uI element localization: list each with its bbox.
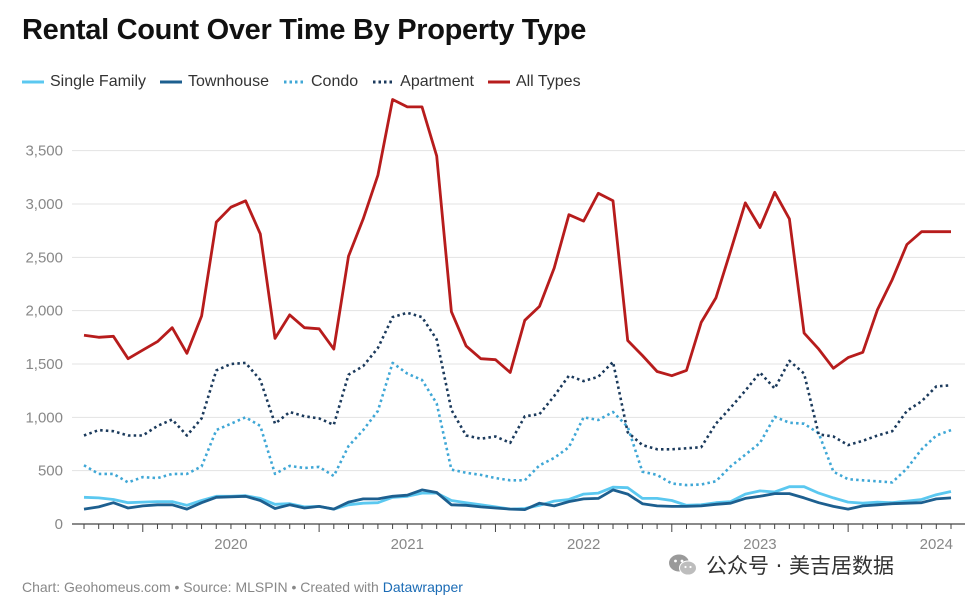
y-tick-label: 0	[55, 516, 63, 533]
legend-swatch-all-types	[487, 80, 510, 84]
chart-footer: Chart: Geohomeus.com • Source: MLSPIN • …	[22, 579, 463, 595]
legend-swatch-single-family	[22, 80, 44, 84]
series-line-townhouse	[83, 488, 952, 512]
legend-swatch-townhouse	[160, 80, 183, 84]
y-tick-label: 3,500	[25, 143, 63, 160]
legend: Single Family Townhouse Condo Apartment …	[22, 72, 595, 92]
datawrapper-link[interactable]: Datawrapper	[382, 579, 463, 595]
y-axis-ticks: 0 500 1,000 1,500 2,000 2,500 3,000 3,500	[25, 143, 63, 533]
series-lines	[83, 98, 952, 512]
y-tick-label: 1,500	[25, 356, 63, 373]
legend-swatch-condo	[283, 80, 305, 84]
legend-item-condo: Condo	[283, 73, 358, 91]
y-tick-label: 2,500	[25, 249, 63, 266]
legend-label-condo: Condo	[310, 73, 359, 90]
series-line-condo	[83, 361, 952, 487]
x-tick-label: 2021	[391, 536, 424, 553]
legend-label-all-types: All Types	[515, 73, 581, 90]
series-line-apartment	[83, 311, 952, 451]
chart-title: Rental Count Over Time By Property Type	[22, 14, 587, 46]
legend-label-apartment: Apartment	[400, 73, 474, 90]
y-tick-label: 1,000	[25, 409, 63, 426]
y-tick-label: 500	[38, 463, 63, 480]
watermark: 公众号 · 美吉居数据	[668, 550, 894, 580]
series-line-all-types	[83, 98, 951, 378]
wechat-icon	[669, 554, 697, 576]
y-tick-label: 2,000	[25, 303, 63, 320]
grid-lines	[72, 150, 965, 472]
x-tick-label: 2020	[214, 536, 247, 553]
legend-item-single-family: Single Family	[22, 73, 146, 91]
legend-label-single-family: Single Family	[50, 73, 147, 90]
legend-item-all-types: All Types	[487, 73, 581, 91]
watermark-text: 公众号 · 美吉居数据	[706, 554, 895, 578]
x-tick-label: 2023	[743, 536, 776, 553]
x-axis: 2020 2021 2022 2023 2024	[72, 523, 965, 553]
y-tick-label: 3,000	[25, 196, 63, 213]
footer-credit: Chart: Geohomeus.com • Source: MLSPIN • …	[22, 579, 383, 595]
legend-item-apartment: Apartment	[372, 73, 474, 91]
x-tick-label: 2022	[567, 536, 600, 553]
legend-swatch-apartment	[373, 80, 395, 84]
legend-label-townhouse: Townhouse	[188, 73, 269, 90]
legend-item-townhouse: Townhouse	[160, 73, 269, 91]
x-tick-label: 2024	[920, 536, 953, 553]
